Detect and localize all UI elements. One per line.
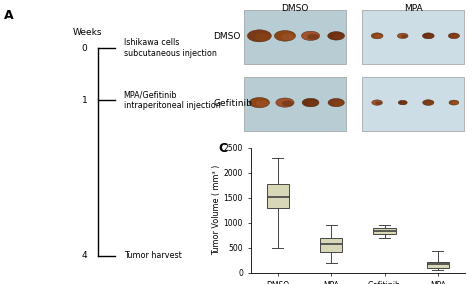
FancyBboxPatch shape [362,77,464,131]
Ellipse shape [333,34,344,39]
Ellipse shape [423,100,434,105]
Text: MPA/Gefitinib
intraperitoneal injection: MPA/Gefitinib intraperitoneal injection [124,90,220,110]
Ellipse shape [375,101,382,105]
Ellipse shape [249,97,270,108]
Ellipse shape [307,34,319,40]
Ellipse shape [308,101,318,106]
Text: 1: 1 [82,96,88,105]
Ellipse shape [448,33,459,39]
Text: 4: 4 [82,251,88,260]
Ellipse shape [274,30,295,41]
FancyBboxPatch shape [244,10,346,64]
Ellipse shape [397,33,408,39]
Text: A: A [4,9,14,22]
PathPatch shape [320,238,342,252]
Ellipse shape [302,98,319,107]
Y-axis label: Tumor Volume ( mm³ ): Tumor Volume ( mm³ ) [212,165,221,255]
Ellipse shape [452,35,459,38]
Text: Ishikawa cells
subcutaneous injection: Ishikawa cells subcutaneous injection [124,38,217,58]
Ellipse shape [333,101,344,106]
Ellipse shape [281,34,294,40]
Text: Tumor harvest: Tumor harvest [124,251,182,260]
Text: 0: 0 [82,44,88,53]
PathPatch shape [427,262,449,268]
Text: B: B [203,0,212,2]
Ellipse shape [401,35,408,38]
Ellipse shape [301,31,320,40]
Ellipse shape [375,34,383,38]
PathPatch shape [374,228,396,234]
FancyBboxPatch shape [362,10,464,64]
Ellipse shape [255,100,269,107]
Text: DMSO: DMSO [213,32,241,41]
FancyBboxPatch shape [244,77,346,131]
Text: Gefitinib: Gefitinib [213,99,252,108]
Text: MPA: MPA [404,4,422,13]
Text: C: C [218,142,227,155]
Ellipse shape [247,30,271,42]
Ellipse shape [255,33,270,41]
Ellipse shape [426,34,434,38]
Ellipse shape [371,33,383,39]
Ellipse shape [328,32,345,40]
Text: DMSO: DMSO [282,4,309,13]
Ellipse shape [398,100,407,105]
Ellipse shape [372,100,383,105]
Ellipse shape [422,33,434,39]
Ellipse shape [449,100,459,105]
PathPatch shape [267,184,289,208]
Ellipse shape [282,101,293,106]
Ellipse shape [276,98,294,107]
Text: Weeks: Weeks [73,28,102,37]
Ellipse shape [452,101,458,105]
Ellipse shape [426,101,433,105]
Ellipse shape [328,99,344,107]
Ellipse shape [401,102,407,105]
